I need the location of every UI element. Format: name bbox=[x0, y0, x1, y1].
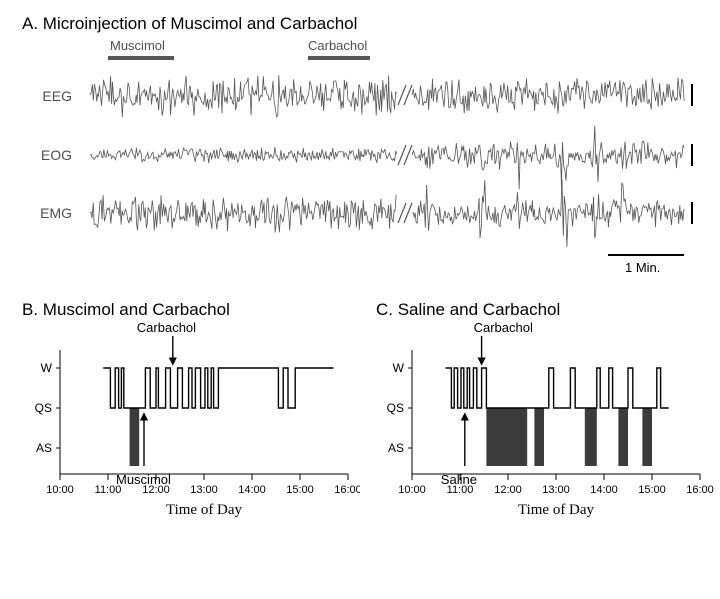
svg-text:QS: QS bbox=[35, 401, 52, 415]
svg-text:15:00: 15:00 bbox=[638, 484, 666, 496]
svg-text:Carbachol: Carbachol bbox=[137, 320, 196, 335]
panel-c-hypnogram: WQSAS10:0011:0012:0013:0014:0015:0016:00… bbox=[354, 320, 714, 580]
svg-text:12:00: 12:00 bbox=[494, 484, 522, 496]
svg-text:Saline: Saline bbox=[441, 472, 477, 487]
svg-text:10:00: 10:00 bbox=[398, 484, 426, 496]
panel-a-traces bbox=[0, 0, 720, 290]
svg-text:Time of Day: Time of Day bbox=[518, 502, 595, 518]
svg-text:AS: AS bbox=[36, 441, 52, 455]
svg-text:13:00: 13:00 bbox=[542, 484, 570, 496]
svg-text:13:00: 13:00 bbox=[190, 484, 218, 496]
svg-text:W: W bbox=[41, 361, 53, 375]
svg-text:QS: QS bbox=[387, 401, 404, 415]
panel-b-title: B. Muscimol and Carbachol bbox=[22, 300, 230, 320]
scale-label: 1 Min. bbox=[625, 260, 660, 275]
panel-b-hypnogram: WQSAS10:0011:0012:0013:0014:0015:0016:00… bbox=[0, 320, 360, 580]
svg-text:14:00: 14:00 bbox=[238, 484, 266, 496]
svg-text:14:00: 14:00 bbox=[590, 484, 618, 496]
svg-text:10:00: 10:00 bbox=[46, 484, 74, 496]
svg-text:15:00: 15:00 bbox=[286, 484, 314, 496]
figure-root: A. Microinjection of Muscimol and Carbac… bbox=[0, 0, 720, 599]
svg-text:Carbachol: Carbachol bbox=[474, 320, 533, 335]
svg-text:Muscimol: Muscimol bbox=[116, 472, 171, 487]
svg-text:Time of Day: Time of Day bbox=[166, 502, 243, 518]
svg-text:W: W bbox=[393, 361, 405, 375]
svg-text:AS: AS bbox=[388, 441, 404, 455]
panel-c-title: C. Saline and Carbachol bbox=[376, 300, 560, 320]
svg-text:16:00: 16:00 bbox=[686, 484, 714, 496]
